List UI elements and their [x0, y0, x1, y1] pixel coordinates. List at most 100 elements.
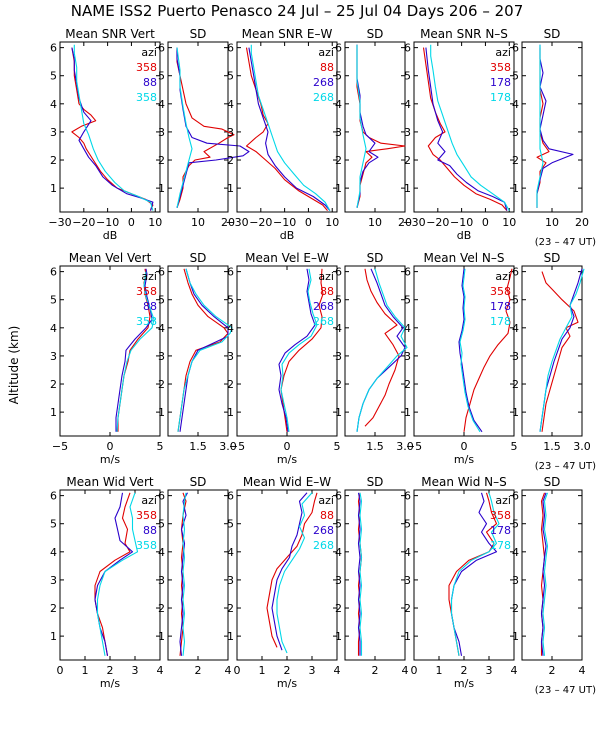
y-tick-label: 5 — [335, 518, 342, 531]
x-tick-label: 0 — [234, 664, 241, 677]
x-axis-unit: dB — [103, 229, 118, 242]
y-tick-label: 4 — [335, 546, 342, 559]
ut-range-label: (23 – 47 UT) — [535, 237, 596, 248]
x-tick-label: −30 — [48, 216, 71, 229]
series-line-cyan — [356, 44, 367, 208]
x-tick-label: 1.5 — [543, 440, 561, 453]
y-tick-label: 2 — [335, 602, 342, 615]
series-line-blue — [179, 492, 188, 656]
y-tick-label: 5 — [335, 70, 342, 83]
series-line-red — [176, 47, 235, 208]
panel-title: Mean SNR Vert — [65, 27, 155, 41]
legend-entry-red: 358 — [136, 285, 157, 298]
x-tick-label: 4 — [225, 664, 232, 677]
y-tick-label: 5 — [512, 70, 519, 83]
y-tick-label: 6 — [335, 266, 342, 279]
y-tick-label: 5 — [227, 518, 234, 531]
y-tick-label: 4 — [158, 98, 165, 111]
legend-entry-blue: 268 — [313, 76, 334, 89]
y-tick-label: 1 — [158, 182, 165, 195]
y-tick-label: 6 — [50, 266, 57, 279]
panel-title: SD — [544, 27, 561, 41]
legend-header: azi — [318, 494, 334, 507]
y-tick-label: 2 — [50, 154, 57, 167]
y-tick-label: 2 — [227, 154, 234, 167]
plot-frame — [521, 265, 583, 437]
legend-entry-red: 358 — [136, 509, 157, 522]
y-tick-label: 3 — [50, 574, 57, 587]
x-tick-label: 5 — [334, 440, 341, 453]
y-tick-label: 2 — [227, 602, 234, 615]
legend-entry-cyan: 178 — [490, 91, 511, 104]
x-tick-label: 10 — [191, 216, 205, 229]
panel-1-4: Mean Vel N–S 1 2 3 4 5 6 −5 0 5 m/s azi 358 178 178 — [404, 251, 518, 466]
y-tick-label: 6 — [512, 490, 519, 503]
panel-title: Mean SNR E–W — [242, 27, 333, 41]
series-line-blue — [425, 47, 508, 211]
legend-entry-blue: 268 — [313, 524, 334, 537]
y-tick-label: 5 — [512, 518, 519, 531]
legend-header: azi — [318, 46, 334, 59]
y-tick-label: 4 — [404, 322, 411, 335]
y-tick-label: 5 — [158, 518, 165, 531]
panel-1-5: SD 1 2 3 4 5 6 1.5 3.0 — [512, 251, 591, 453]
x-tick-label: 20 — [221, 216, 235, 229]
panel-title: Mean Wid N–S — [421, 475, 506, 489]
legend-entry-blue: 178 — [490, 76, 511, 89]
y-tick-label: 1 — [227, 406, 234, 419]
x-tick-label: 4 — [579, 664, 586, 677]
y-tick-label: 5 — [50, 518, 57, 531]
series-line-red — [245, 47, 328, 211]
legend-entry-cyan: 268 — [313, 315, 334, 328]
x-tick-label: 20 — [398, 216, 412, 229]
y-tick-label: 5 — [158, 294, 165, 307]
panel-0-3: SD 1 2 3 4 5 6 10 20 — [335, 27, 412, 229]
x-axis-unit: dB — [280, 229, 295, 242]
legend-entry-blue: 88 — [143, 76, 157, 89]
y-tick-label: 4 — [335, 98, 342, 111]
panel-1-3: SD 1 2 3 4 5 6 1.5 3.0 — [335, 251, 414, 453]
panel-1-2: Mean Vel E–W 1 2 3 4 5 6 −5 0 5 m/s azi 88 268 268 — [227, 251, 341, 466]
series-line-cyan — [539, 268, 585, 432]
x-tick-label: 3 — [486, 664, 493, 677]
panel-title: SD — [367, 27, 384, 41]
panel-1-1: SD 1 2 3 4 5 6 1.5 3.0 — [158, 251, 237, 453]
y-tick-label: 3 — [404, 574, 411, 587]
panel-title: Mean Vel E–W — [245, 251, 329, 265]
series-line-cyan — [359, 492, 363, 656]
y-tick-label: 2 — [335, 378, 342, 391]
series-line-blue — [357, 492, 361, 656]
y-tick-label: 6 — [404, 266, 411, 279]
y-tick-label: 1 — [335, 406, 342, 419]
x-tick-label: 0 — [482, 216, 489, 229]
y-tick-label: 2 — [158, 378, 165, 391]
panel-title: SD — [544, 475, 561, 489]
x-tick-label: 2 — [284, 664, 291, 677]
legend-header: azi — [141, 494, 157, 507]
x-tick-label: 5 — [511, 440, 518, 453]
series-line-red — [266, 492, 318, 648]
x-tick-label: 0 — [284, 440, 291, 453]
x-axis-unit: m/s — [100, 453, 120, 466]
series-line-cyan — [96, 492, 139, 656]
x-tick-label: 2 — [461, 664, 468, 677]
x-tick-label: −10 — [450, 216, 473, 229]
legend-entry-blue: 268 — [313, 300, 334, 313]
series-line-blue — [271, 492, 308, 651]
panel-0-1: SD 1 2 3 4 5 6 10 20 — [158, 27, 250, 229]
panel-title: Mean Wid Vert — [66, 475, 153, 489]
y-tick-label: 4 — [50, 322, 57, 335]
y-tick-label: 4 — [404, 546, 411, 559]
y-tick-label: 5 — [50, 294, 57, 307]
y-tick-label: 1 — [158, 630, 165, 643]
plot-frame — [344, 489, 406, 661]
y-tick-label: 3 — [50, 350, 57, 363]
panel-0-2: Mean SNR E–W 1 2 3 4 5 6 −30 −20 −10 0 10 dB azi 88 268… — [225, 27, 339, 242]
y-tick-label: 2 — [50, 378, 57, 391]
y-tick-label: 4 — [512, 98, 519, 111]
y-tick-label: 4 — [50, 98, 57, 111]
panel-title: SD — [190, 27, 207, 41]
